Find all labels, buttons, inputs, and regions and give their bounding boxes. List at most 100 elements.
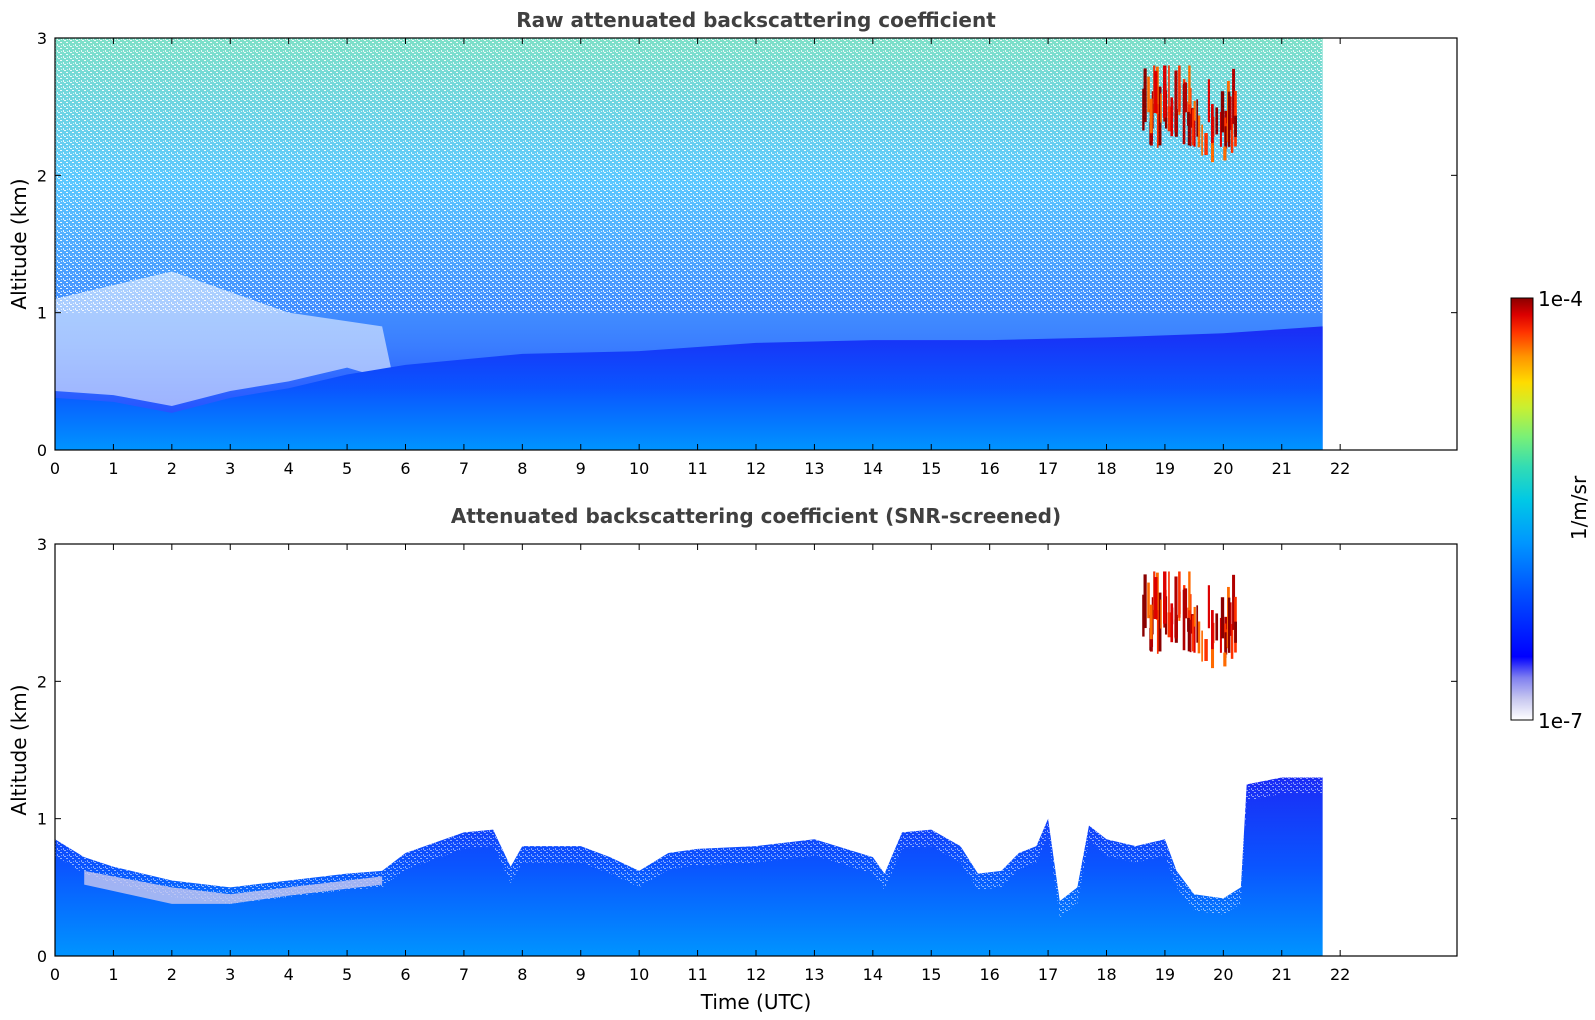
cloud-streak bbox=[1156, 104, 1159, 148]
cloud-streak bbox=[1183, 82, 1188, 113]
cloud-streak bbox=[1201, 630, 1203, 662]
x-tick-label: 8 bbox=[517, 965, 527, 984]
residual-layer-band bbox=[84, 870, 383, 904]
x-tick-label: 5 bbox=[342, 459, 352, 478]
x-tick-label: 18 bbox=[1096, 965, 1116, 984]
cloud-streak bbox=[1192, 615, 1194, 652]
y-tick-label: 0 bbox=[37, 441, 47, 460]
cloud-streak bbox=[1193, 623, 1196, 653]
cloud-streak bbox=[1182, 83, 1186, 145]
x-tick-label: 4 bbox=[284, 965, 294, 984]
x-tick-label: 3 bbox=[225, 965, 235, 984]
y-tick-label: 2 bbox=[37, 166, 47, 185]
cloud-streak bbox=[1224, 632, 1227, 658]
y-tick-label: 2 bbox=[37, 672, 47, 691]
cloud-streak bbox=[1187, 101, 1190, 121]
cloud-streak bbox=[1168, 571, 1170, 617]
x-tick-label: 10 bbox=[629, 965, 649, 984]
cloud-streak bbox=[1187, 607, 1190, 627]
cloud-streak bbox=[1201, 124, 1203, 156]
cloud-streak bbox=[1170, 101, 1174, 119]
cloud-streak bbox=[1163, 571, 1167, 624]
x-axis: 0 1 2 3 4 5 6 7 8 9 10 11 12 13 14 15 16 17 18 19 20 21 22 bbox=[50, 544, 1350, 984]
cloud-streak bbox=[1156, 610, 1159, 654]
cloud-streak bbox=[1183, 588, 1188, 619]
cloud-streak bbox=[1178, 591, 1181, 614]
cloud-streak bbox=[1211, 104, 1214, 144]
cloud-streak bbox=[1187, 617, 1190, 632]
cloud-streak bbox=[1220, 91, 1225, 133]
low-signal-region bbox=[55, 271, 394, 407]
x-tick-label: 21 bbox=[1272, 965, 1292, 984]
screened-signal bbox=[55, 777, 1323, 956]
cloud-streak bbox=[1223, 146, 1227, 161]
cloud-streak bbox=[1158, 86, 1162, 146]
x-tick-label: 15 bbox=[921, 459, 941, 478]
x-tick-label: 2 bbox=[167, 965, 177, 984]
x-tick-label: 0 bbox=[50, 965, 60, 984]
cloud-streak bbox=[1189, 619, 1192, 653]
cloud-streak bbox=[1204, 639, 1208, 661]
cloud-streak bbox=[1197, 621, 1201, 654]
x-tick-label: 17 bbox=[1038, 965, 1058, 984]
cloud-streak bbox=[1174, 70, 1178, 132]
x-tick-label: 9 bbox=[576, 459, 586, 478]
cloud-streak bbox=[1211, 610, 1214, 650]
cloud-streak bbox=[1147, 76, 1150, 113]
cloud-streak bbox=[1143, 68, 1147, 123]
cloud-streak bbox=[1170, 607, 1174, 625]
cloud-streak bbox=[1232, 68, 1236, 124]
x-tick-label: 20 bbox=[1213, 965, 1233, 984]
x-tick-label: 1 bbox=[108, 965, 118, 984]
cloud-streak bbox=[1167, 612, 1171, 638]
cloud-streak bbox=[1182, 589, 1186, 651]
cloud-streak bbox=[1193, 117, 1196, 147]
x-tick-label: 14 bbox=[863, 965, 883, 984]
cloud-streak bbox=[1187, 111, 1190, 126]
cloud-streak bbox=[1154, 577, 1158, 620]
colorbar: 1e-4 1e-7 1/m/sr bbox=[1510, 287, 1591, 733]
cloud-streak bbox=[1232, 574, 1236, 630]
x-tick-label: 16 bbox=[979, 459, 999, 478]
cloud-layer bbox=[1142, 65, 1237, 163]
colorbar-unit-label: 1/m/sr bbox=[1567, 475, 1591, 540]
x-tick-label: 0 bbox=[50, 459, 60, 478]
cloud-streak bbox=[1229, 96, 1232, 130]
x-tick-label: 19 bbox=[1155, 965, 1175, 984]
cloud-streak bbox=[1167, 106, 1171, 132]
y-axis-label: Altitude (km) bbox=[7, 178, 31, 309]
cloud-streak bbox=[1193, 100, 1196, 121]
colorbar-max-label: 1e-4 bbox=[1538, 287, 1583, 311]
colorbar-min-label: 1e-7 bbox=[1538, 709, 1583, 733]
cloud-streak bbox=[1142, 594, 1145, 637]
x-tick-label: 19 bbox=[1155, 459, 1175, 478]
heatmap-area bbox=[55, 571, 1323, 956]
x-tick-label: 6 bbox=[400, 459, 410, 478]
cloud-streak bbox=[1168, 65, 1170, 111]
x-tick-label: 20 bbox=[1213, 459, 1233, 478]
x-tick-label: 9 bbox=[576, 965, 586, 984]
cloud-streak bbox=[1230, 624, 1234, 659]
x-tick-label: 22 bbox=[1330, 459, 1350, 478]
x-tick-label: 2 bbox=[167, 459, 177, 478]
cloud-streak bbox=[1229, 602, 1232, 636]
y-tick-label: 3 bbox=[37, 535, 47, 554]
y-axis-label: Altitude (km) bbox=[7, 684, 31, 815]
x-tick-label: 15 bbox=[921, 965, 941, 984]
cloud-streak bbox=[1154, 71, 1158, 114]
cloud-streak bbox=[1197, 115, 1201, 148]
cloud-streak bbox=[1227, 597, 1231, 653]
raw-backscatter-panel: Raw attenuated backscattering coefficien… bbox=[7, 8, 1458, 478]
snr-screened-panel: Attenuated backscattering coefficient (S… bbox=[7, 504, 1458, 1014]
cloud-streak bbox=[1147, 582, 1150, 619]
x-tick-label: 10 bbox=[629, 459, 649, 478]
cloud-streak bbox=[1142, 88, 1145, 131]
cloud-streak bbox=[1210, 135, 1215, 163]
cloud-layer bbox=[1142, 571, 1237, 669]
x-tick-label: 13 bbox=[804, 965, 824, 984]
chart-title: Attenuated backscattering coefficient (S… bbox=[451, 504, 1061, 528]
cloud-streak bbox=[1187, 624, 1191, 652]
y-tick-label: 1 bbox=[37, 810, 47, 829]
noise-speckle bbox=[55, 38, 1323, 313]
